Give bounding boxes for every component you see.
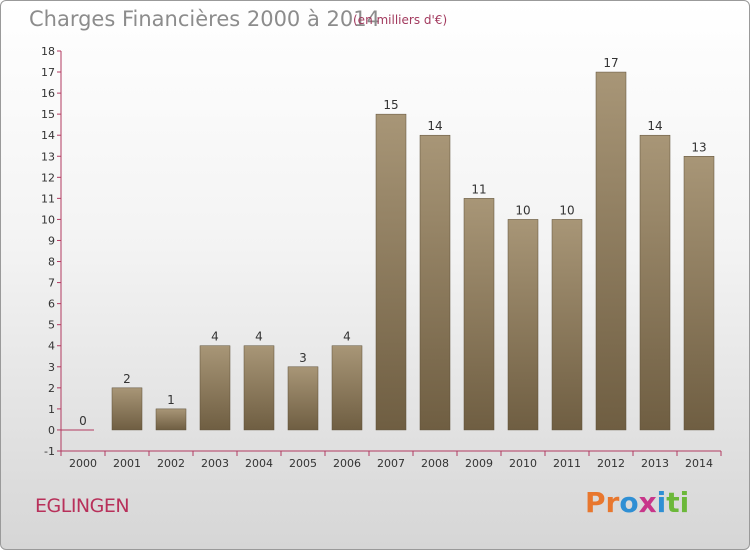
logo-letter: i xyxy=(656,486,667,519)
x-tick-label: 2000 xyxy=(69,457,97,470)
x-axis: 2000 2001 2002 2003 2004 2005 2006 2007 2008 2009… xyxy=(60,450,722,470)
y-tick-label: 5 xyxy=(48,319,55,332)
bar xyxy=(507,219,539,431)
data-label: 14 xyxy=(647,119,662,133)
x-tick-label: 2012 xyxy=(597,457,625,470)
logo-letter: t xyxy=(666,486,680,519)
data-label: 10 xyxy=(559,203,574,217)
bar xyxy=(287,366,319,431)
logo-letter: i xyxy=(679,486,690,519)
bar xyxy=(551,219,583,431)
y-tick-label: -1 xyxy=(44,445,55,458)
y-tick-label: 17 xyxy=(41,66,55,79)
y-tick-label: 3 xyxy=(48,361,55,374)
data-label: 0 xyxy=(79,414,87,428)
bar xyxy=(155,408,187,431)
x-tick-label: 2014 xyxy=(685,457,713,470)
bar xyxy=(595,71,627,431)
data-label: 4 xyxy=(343,330,351,344)
data-label: 10 xyxy=(515,203,530,217)
y-tick-label: 4 xyxy=(48,340,55,353)
y-tick-label: 13 xyxy=(41,150,55,163)
x-tick-label: 2002 xyxy=(157,457,185,470)
commune-name: EGLINGEN xyxy=(35,495,130,517)
bar xyxy=(419,134,451,431)
y-tick-label: 9 xyxy=(48,234,55,247)
y-tick-label: 15 xyxy=(41,108,55,121)
x-tick-label: 2010 xyxy=(509,457,537,470)
bar xyxy=(331,345,363,431)
y-tick-label: 14 xyxy=(41,129,55,142)
y-tick-label: 0 xyxy=(48,424,55,437)
x-tick-label: 2013 xyxy=(641,457,669,470)
data-label: 11 xyxy=(471,182,486,196)
y-tick-label: 12 xyxy=(41,171,55,184)
y-tick-label: 10 xyxy=(41,213,55,226)
y-tick-label: 1 xyxy=(48,403,55,416)
bar xyxy=(683,156,715,431)
logo-letter: P xyxy=(585,486,606,519)
bar xyxy=(463,198,495,431)
bar xyxy=(111,387,143,431)
bar xyxy=(243,345,275,431)
data-label: 4 xyxy=(211,330,219,344)
data-label: 17 xyxy=(603,56,618,70)
bar xyxy=(639,134,671,431)
x-tick-label: 2008 xyxy=(421,457,449,470)
logo-letter: o xyxy=(619,486,639,519)
data-label: 14 xyxy=(427,119,442,133)
y-tick-label: 16 xyxy=(41,87,55,100)
chart-title: Charges Financières 2000 à 2014 xyxy=(29,7,380,31)
y-tick-label: 11 xyxy=(41,192,55,205)
y-tick-label: 8 xyxy=(48,256,55,269)
x-tick-label: 2001 xyxy=(113,457,141,470)
x-tick-label: 2004 xyxy=(245,457,273,470)
data-label: 15 xyxy=(383,98,398,112)
x-tick-label: 2009 xyxy=(465,457,493,470)
bar xyxy=(199,345,231,431)
data-label: 2 xyxy=(123,372,131,386)
bars xyxy=(111,71,715,431)
y-tick-label: 2 xyxy=(48,382,55,395)
data-label: 1 xyxy=(167,393,175,407)
y-tick-label: 7 xyxy=(48,277,55,290)
x-tick-label: 2006 xyxy=(333,457,361,470)
x-tick-label: 2003 xyxy=(201,457,229,470)
proxiti-logo[interactable]: Proxiti xyxy=(585,486,689,519)
data-label: 3 xyxy=(299,351,307,365)
y-tick-label: 6 xyxy=(48,298,55,311)
logo-letter: x xyxy=(638,486,657,519)
data-label: 4 xyxy=(255,330,263,344)
chart-subtitle: (en milliers d'€) xyxy=(353,13,448,27)
x-tick-label: 2011 xyxy=(553,457,581,470)
x-tick-label: 2007 xyxy=(377,457,405,470)
y-tick-label: 18 xyxy=(41,45,55,58)
data-label: 13 xyxy=(691,140,706,154)
logo-letter: r xyxy=(605,486,620,519)
bar xyxy=(375,113,407,431)
x-tick-label: 2005 xyxy=(289,457,317,470)
